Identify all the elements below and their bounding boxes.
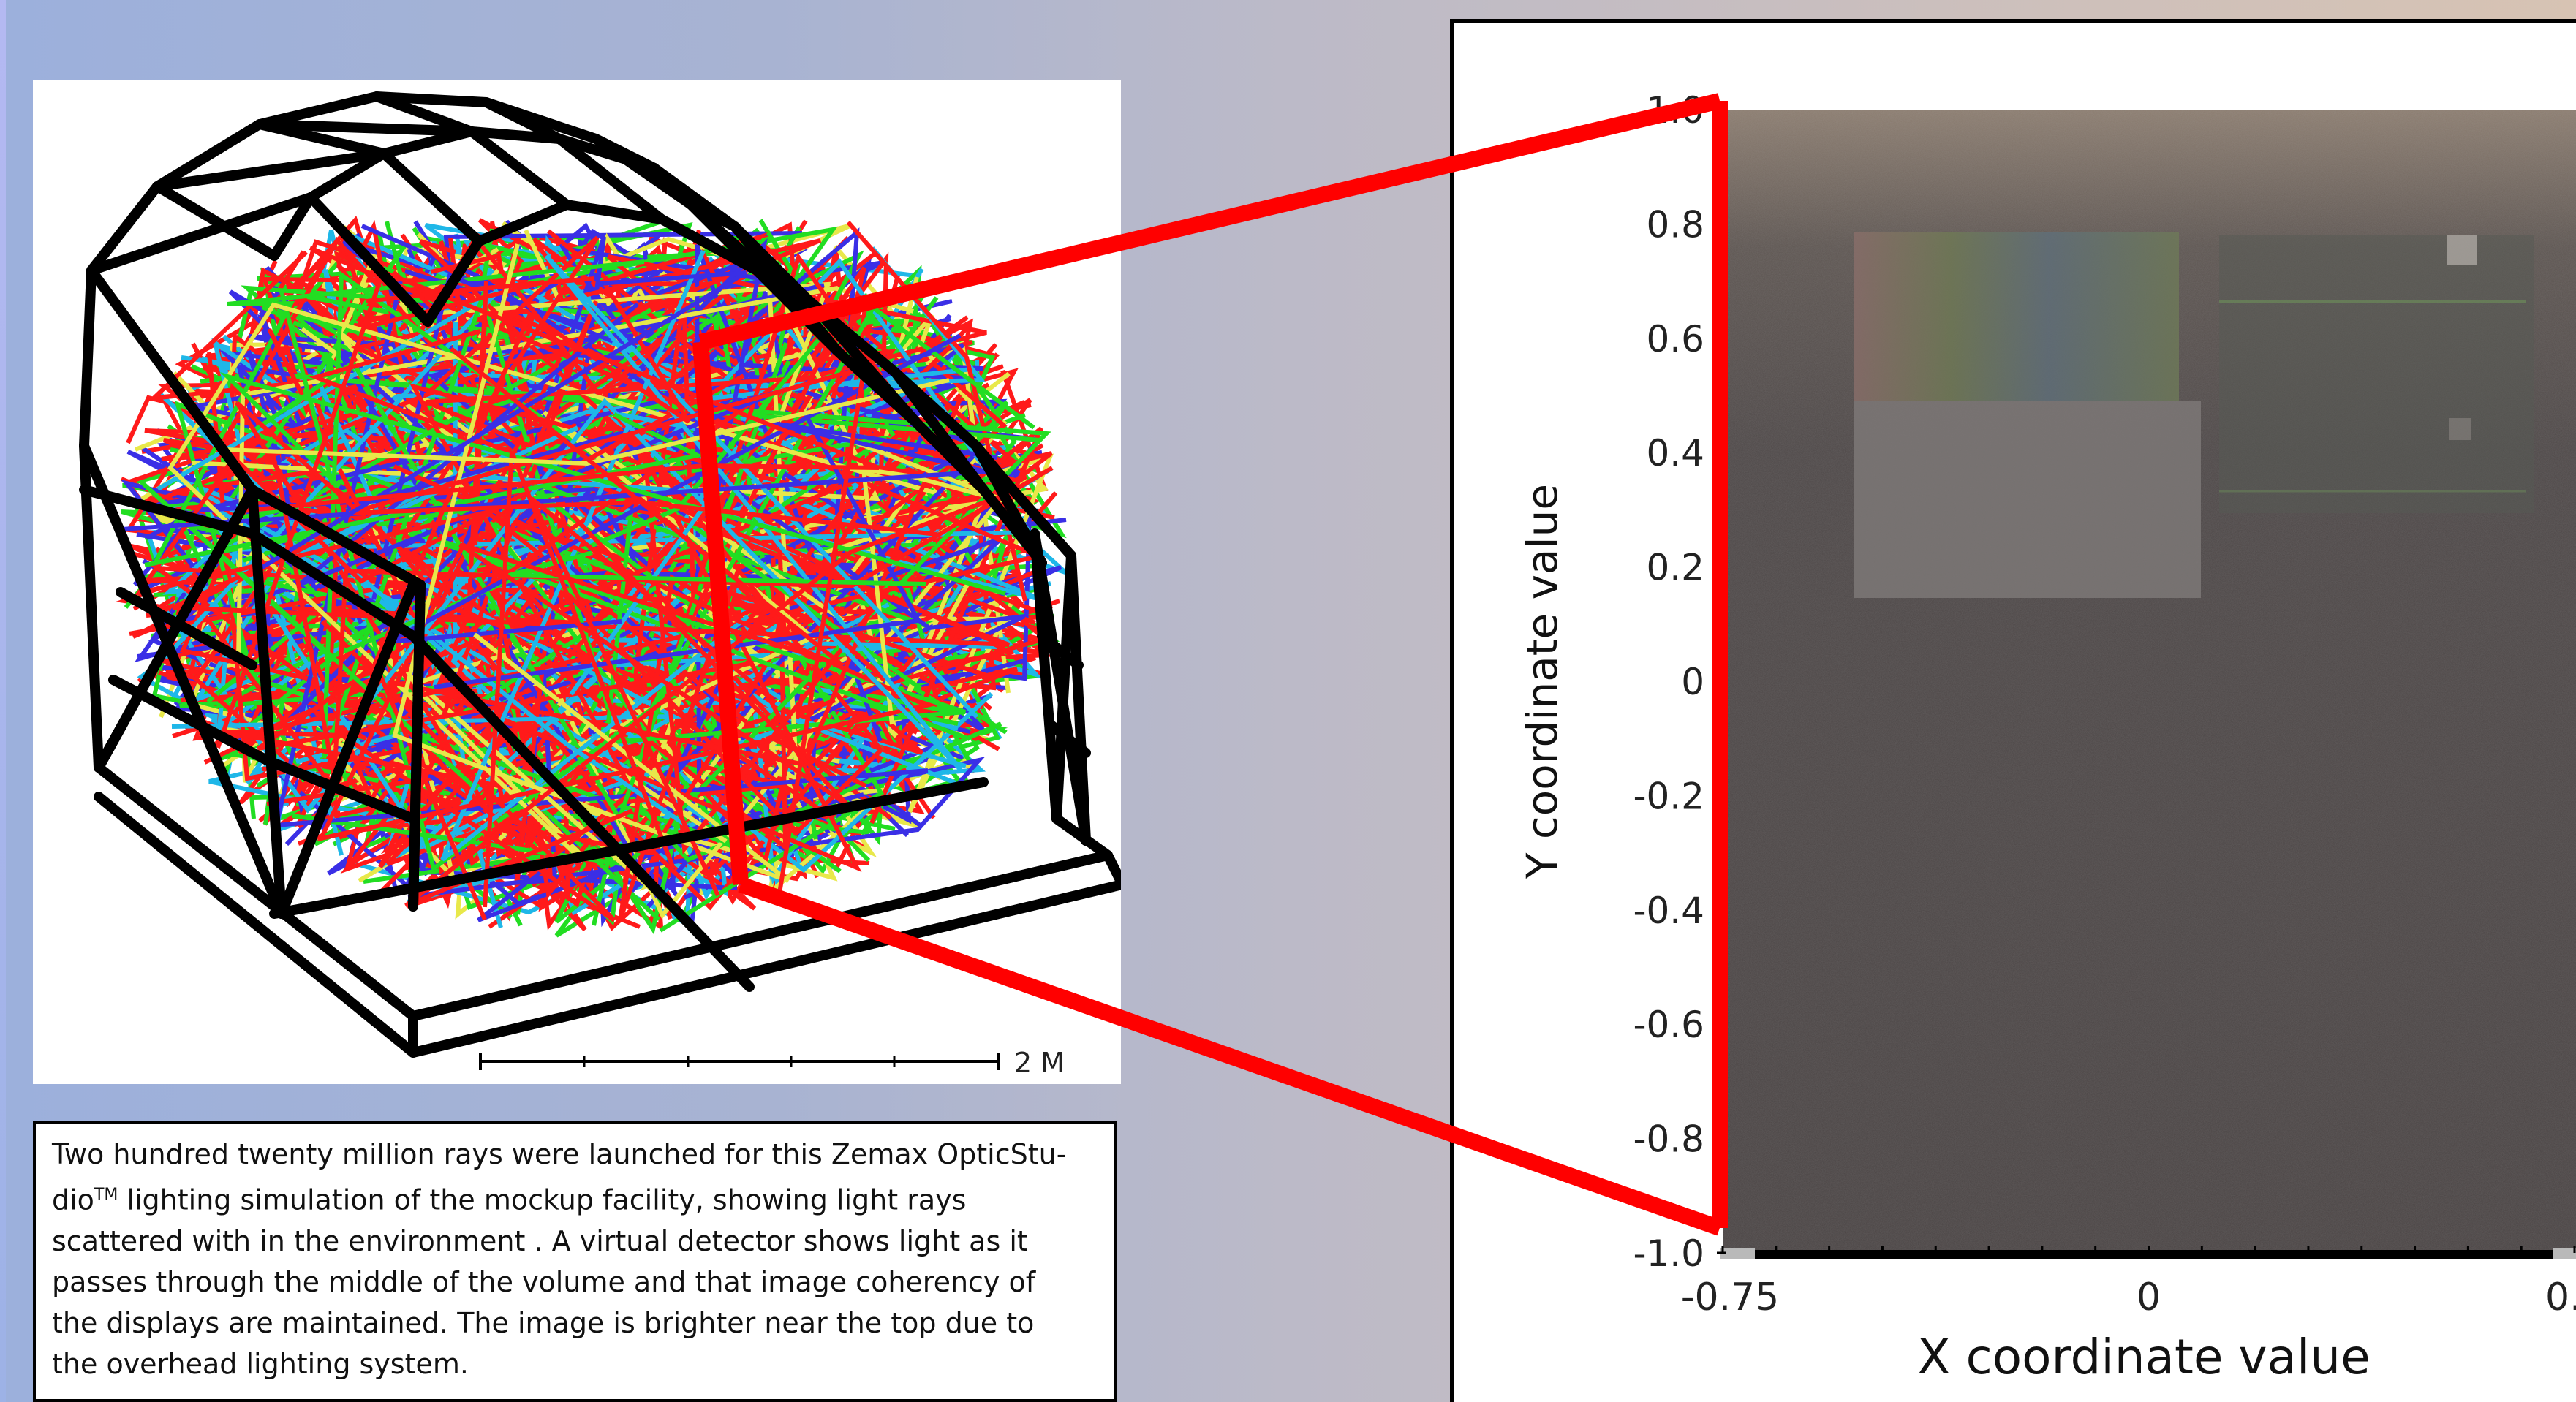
frame-beam [247,485,426,590]
frame-beam [79,441,104,773]
frame-beam [371,91,477,137]
light-ray [440,249,749,862]
caption-line-4: passes through the middle of the volume … [52,1265,1036,1298]
frame-beam [408,580,426,912]
frame-beam [1008,485,1076,561]
x-axis-label: X coordinate value [1917,1329,2370,1385]
ray-trace-figure: 2 M [33,80,1121,1084]
y-tick-label: -0.2 [1633,775,1704,817]
caption-line-3: scattered with in the environment . A vi… [52,1224,1028,1257]
frame-beam [1037,631,1084,670]
caption-line-6: the overhead lighting system. [52,1347,469,1380]
frame-beam [247,485,287,919]
frame-beam [79,441,287,919]
frame-beam [1051,550,1076,824]
light-ray [216,269,880,749]
frame-beam [116,587,257,670]
scale-bar: 2 M [479,1047,1065,1079]
caption-line-2-post: lighting simulation of the mockup facili… [118,1183,967,1216]
y-tick-label: -0.4 [1633,890,1704,932]
x-tick-label: -0.75 [1681,1276,1780,1319]
light-ray [399,512,971,746]
trademark-sup: TM [94,1186,118,1204]
light-ray [275,466,1054,779]
frame-beam [86,265,257,495]
frame-beam [306,192,433,327]
x-axis-end-cap [2553,1248,2576,1259]
detector-chart-panel: 1.0 0.8 0.6 0.4 0.2 0 -0.2 -0.4 -0.6 -0.8 -1.0 -0.7… [1450,19,2576,1402]
light-ray [156,289,500,660]
frame-beam [152,181,279,261]
light-ray [121,420,998,531]
light-ray [152,259,645,566]
caption-line-1: Two hundred twenty million rays were lau… [52,1138,1067,1170]
frame-beam [891,368,989,495]
frame-beam [269,777,989,919]
detector-chart: 1.0 0.8 0.6 0.4 0.2 0 -0.2 -0.4 -0.6 -0.8 -1.0-0.7… [1517,89,2576,1385]
frame-beam [467,126,572,210]
frame-beam [1044,719,1091,758]
y-tick-label: 0.4 [1646,432,1704,474]
y-tick-label: -0.6 [1633,1004,1704,1046]
light-ray [225,619,616,922]
caption-line-5: the displays are maintained. The image i… [52,1306,1035,1339]
light-ray [454,276,595,298]
y-tick-label: 0.6 [1646,318,1704,360]
y-tick-label: 0.2 [1646,547,1704,589]
frame-beam [152,148,389,192]
frame-beam [408,631,755,992]
y-tick-label: -0.8 [1633,1118,1704,1161]
frame-beam [86,192,316,276]
display-ghost-2 [1854,401,2201,598]
y-tick-label: -1.0 [1633,1232,1704,1275]
frame-beam [254,119,477,137]
light-ray [317,464,934,842]
caption-line-2: dioTM lighting simulation of the mockup … [52,1175,1098,1221]
display-ghost-3 [2219,235,2534,513]
frame-beam [971,441,1047,568]
frame-beam [591,134,660,173]
y-tick-label: 1.0 [1646,89,1704,132]
detector-image [1723,110,2576,1253]
y-axis-label: Y coordinate value [1517,484,1567,879]
frame-beam [262,755,418,824]
light-ray [224,378,950,466]
frame-beam [276,580,418,919]
caption-line-2-pre: dio [52,1183,94,1216]
ray-trace-svg: 2 M [79,91,1121,1079]
frame-beam [379,148,484,246]
frame-beam [1103,850,1121,890]
light-ray [404,489,1016,908]
frame-beam [481,97,564,144]
x-tick-label: 0 [2137,1276,2161,1319]
frame-beam [247,528,418,641]
frame-beam [554,134,667,224]
display-ghost-1 [1854,232,2179,401]
frame-beam [108,675,272,765]
y-tick-label: 0.8 [1646,203,1704,246]
frame-beam [79,485,257,539]
y-tick-label: 0 [1681,661,1704,703]
light-ray [483,450,676,908]
scale-bar-label: 2 M [1014,1047,1065,1079]
caption-box: Two hundred twenty million rays were lau… [33,1121,1117,1402]
left-edge-accent [0,0,6,1402]
frame-beam [94,485,257,773]
x-axis-end-cap [1720,1248,1755,1259]
light-ray [322,270,922,759]
x-tick-label: 0.7 [2545,1276,2576,1319]
